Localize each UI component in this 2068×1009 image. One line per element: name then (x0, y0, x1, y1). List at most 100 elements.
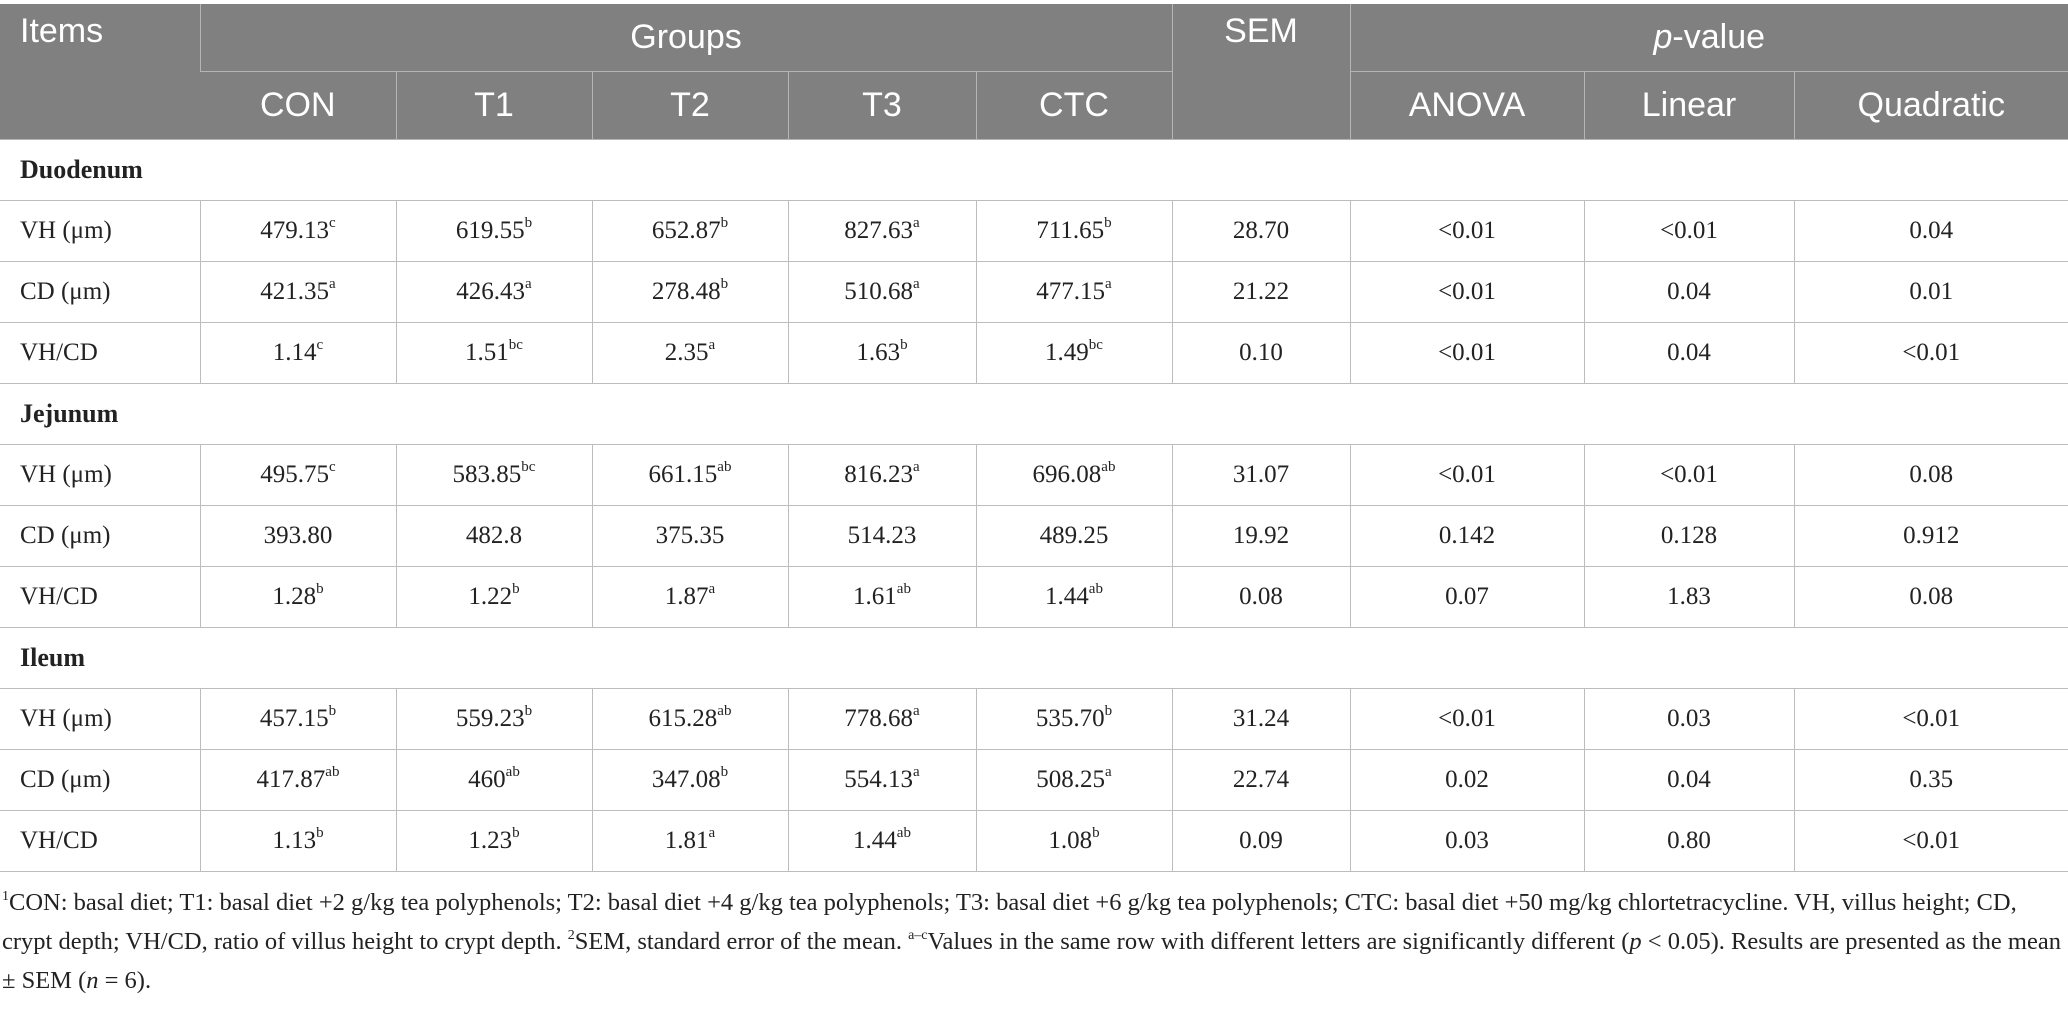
footnote-part-3: Values in the same row with different le… (927, 928, 1630, 955)
group-value-cell: 347.08b (591, 749, 789, 811)
group-value-cell: 375.35 (591, 505, 789, 567)
significance-letter: ab (505, 763, 520, 780)
table-row: CD (μm) 393.80 482.8 375.35 514.23 489.25 19.9… (0, 505, 2068, 567)
group-value-cell: 583.85bc (395, 444, 593, 506)
table-row: VH (μm) 479.13c 619.55b 652.87b 827.63a 711.6… (0, 200, 2068, 262)
quadratic-value: <0.01 (1793, 810, 2068, 872)
group-value-cell: 554.13a (787, 749, 977, 811)
col-header-anova: ANOVA (1349, 71, 1584, 140)
anova-value: <0.01 (1349, 261, 1585, 323)
sem-value: 31.24 (1171, 688, 1351, 750)
group-value-cell: 619.55b (395, 200, 593, 262)
linear-value: 0.04 (1583, 749, 1795, 811)
group-value-cell: 652.87b (591, 200, 789, 262)
linear-value: 0.128 (1583, 505, 1795, 567)
sem-value: 21.22 (1171, 261, 1351, 323)
significance-letter: a (913, 702, 920, 719)
significance-letter: b (1104, 702, 1113, 719)
significance-letter: ab (1088, 580, 1103, 597)
group-value: 460 (468, 766, 506, 793)
table-row: CD (μm) 417.87ab 460ab 347.08b 554.13a 508.25… (0, 749, 2068, 811)
group-value: 619.55 (455, 217, 525, 244)
significance-letter: b (1104, 214, 1112, 231)
section-title: Jejunum (0, 383, 2068, 445)
significance-letter: b (720, 763, 729, 780)
group-value-cell: 278.48b (591, 261, 789, 323)
group-value: 375.35 (655, 522, 725, 549)
row-item-label: CD (μm) (0, 505, 201, 567)
anova-value: 0.142 (1349, 505, 1585, 567)
group-value-cell: 508.25a (975, 749, 1173, 811)
group-value: 711.65 (1036, 217, 1105, 244)
anova-value: 0.07 (1349, 566, 1585, 628)
sem-header: SEM (1171, 4, 1350, 140)
significance-letter: bc (1088, 336, 1103, 353)
significance-letter: ab (325, 763, 340, 780)
row-item-label: VH/CD (0, 566, 201, 628)
sem-value: 0.09 (1171, 810, 1351, 872)
row-item-label: VH (μm) (0, 444, 201, 506)
group-value: 615.28 (648, 705, 718, 732)
group-value: 482.8 (465, 522, 523, 549)
significance-letter: ab (1101, 458, 1116, 475)
significance-letter: a (329, 275, 336, 292)
section-title: Duodenum (0, 139, 2068, 201)
significance-letter: a (708, 336, 716, 353)
significance-letter: b (524, 702, 533, 719)
significance-letter: a (913, 763, 920, 780)
table-row: VH (μm) 495.75c 583.85bc 661.15ab 816.23a 696… (0, 444, 2068, 506)
sem-value: 0.10 (1171, 322, 1351, 384)
table-body: Duodenum VH (μm) 479.13c 619.55b 652.87b 827.… (0, 139, 2068, 872)
group-value-cell: 457.15b (199, 688, 397, 750)
group-value: 489.25 (1039, 522, 1109, 549)
group-value-cell: 559.23b (395, 688, 593, 750)
group-value-cell: 426.43a (395, 261, 593, 323)
col-header-quadratic: Quadratic (1793, 71, 2068, 140)
row-item-label: CD (μm) (0, 749, 201, 811)
group-value: 2.35 (664, 339, 709, 366)
group-value: 514.23 (847, 522, 917, 549)
linear-value: 0.03 (1583, 688, 1795, 750)
significance-letter: b (328, 702, 337, 719)
col-header-t3: T3 (787, 71, 976, 140)
footnote-part-5: = 6). (98, 967, 152, 994)
quadratic-value: <0.01 (1793, 322, 2068, 384)
footnote-sup-2: 2 (567, 927, 575, 943)
significance-letter: a (1105, 763, 1112, 780)
group-value: 426.43 (456, 278, 526, 305)
group-value: 1.22 (468, 583, 513, 610)
anova-value: <0.01 (1349, 444, 1585, 506)
group-value: 652.87 (651, 217, 721, 244)
footnote-sup-1: 1 (2, 888, 9, 904)
linear-value: 0.04 (1583, 261, 1795, 323)
col-header-ctc: CTC (975, 71, 1172, 140)
sem-value: 28.70 (1171, 200, 1351, 262)
group-value: 479.13 (260, 217, 330, 244)
section-row: Duodenum (0, 139, 2068, 201)
anova-value: 0.02 (1349, 749, 1585, 811)
group-value: 1.44 (853, 827, 897, 854)
significance-letter: c (329, 214, 336, 231)
significance-letter: bc (521, 458, 536, 475)
significance-letter: a (708, 824, 716, 841)
group-value-cell: 615.28ab (591, 688, 789, 750)
group-value: 457.15 (259, 705, 329, 732)
group-value-cell: 1.51bc (395, 322, 593, 384)
group-value-cell: 696.08ab (975, 444, 1173, 506)
group-value-cell: 1.44ab (787, 810, 977, 872)
significance-letter: ab (896, 580, 911, 597)
group-value-cell: 482.8 (395, 505, 593, 567)
group-value-cell: 1.14c (199, 322, 397, 384)
section-row: Ileum (0, 627, 2068, 689)
group-value-cell: 535.70b (975, 688, 1173, 750)
col-header-t1: T1 (395, 71, 592, 140)
significance-letter: a (913, 458, 920, 475)
linear-value: 0.04 (1583, 322, 1795, 384)
group-value-cell: 514.23 (787, 505, 977, 567)
significance-letter: b (720, 214, 729, 231)
table-row: VH/CD 1.13b 1.23b 1.81a 1.44ab 1.08b 0.09 0.03 0… (0, 810, 2068, 872)
quadratic-value: <0.01 (1793, 688, 2068, 750)
footnote-part-2: SEM, standard error of the mean. (574, 928, 909, 955)
groups-header: Groups (199, 4, 1172, 72)
pvalue-rest: -value (1672, 18, 1766, 56)
